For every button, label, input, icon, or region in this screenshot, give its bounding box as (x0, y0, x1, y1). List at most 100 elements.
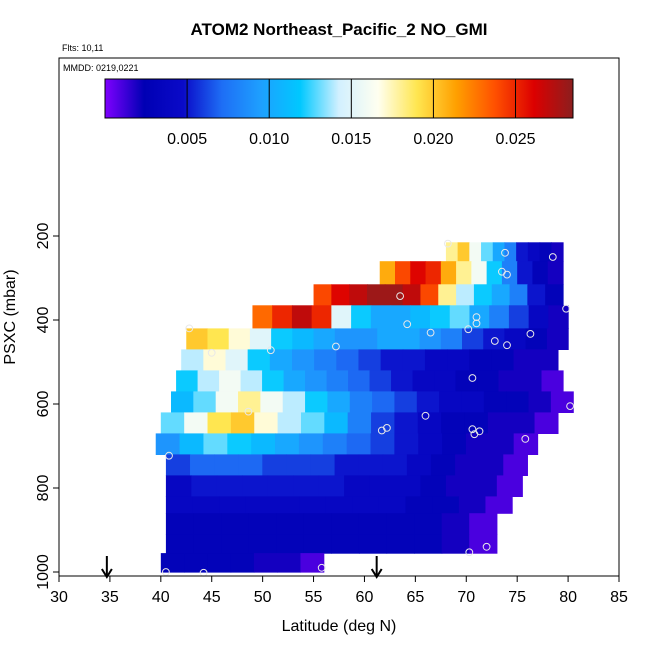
heatmap-cell (346, 433, 372, 455)
heatmap-cell (292, 328, 315, 350)
heatmap-cell (252, 305, 273, 329)
observation-point (562, 304, 570, 313)
heatmap-cell (272, 496, 300, 514)
heatmap-cell (293, 475, 320, 497)
heatmap-cell (193, 391, 217, 413)
heatmap-cell (197, 370, 220, 392)
heatmap-cell (358, 349, 382, 371)
heatmap-cell (457, 242, 470, 262)
heatmap-cell (336, 349, 360, 371)
heatmap-cell (326, 370, 349, 392)
heatmap-cell (299, 496, 327, 514)
observation-point (472, 319, 481, 328)
heatmap-cell (461, 391, 485, 413)
heatmap-cell (347, 412, 372, 434)
heatmap-cell (418, 433, 443, 455)
heatmap-cell (186, 328, 209, 350)
observation-point (482, 542, 491, 551)
heatmap-cell (379, 261, 396, 285)
x-tick-label: 60 (356, 589, 374, 606)
observation-point (244, 407, 253, 416)
heatmap-cell (181, 349, 204, 371)
heatmap-cell (447, 349, 470, 371)
heatmap-cell (179, 433, 205, 455)
latitude-markers (101, 556, 383, 579)
heatmap-cell (327, 391, 351, 413)
heatmap-cell (331, 513, 360, 535)
heatmap-cell (508, 305, 530, 329)
observation-point (444, 239, 452, 248)
heatmap-cell (160, 412, 185, 434)
heatmap-cell (483, 391, 507, 413)
heatmap-cell (348, 370, 371, 392)
heatmap-cell (441, 412, 466, 434)
observation-point (521, 435, 530, 443)
x-axis-label: Latitude (deg N) (282, 618, 397, 635)
heatmap-cell (550, 391, 574, 413)
heatmap-cell (277, 412, 302, 434)
x-tick-label: 70 (457, 589, 475, 606)
heatmap-cell (402, 284, 422, 306)
heatmap-cell (535, 349, 559, 371)
y-tick-label: 800 (35, 475, 52, 502)
heatmap-cell (473, 284, 493, 306)
heatmap-cell (441, 513, 470, 535)
heatmap-cell (331, 305, 352, 329)
heatmap-cell (492, 242, 506, 262)
observation-point (396, 292, 405, 301)
heatmap-cell (464, 412, 489, 434)
observation-point (332, 342, 340, 351)
heatmap-cell (405, 496, 433, 514)
heatmap-cell (171, 391, 194, 413)
heatmap-cell (247, 349, 271, 371)
observation-point (421, 411, 430, 420)
heatmap-cell (485, 496, 513, 514)
heatmap-cell (430, 454, 456, 476)
heatmap-cell (377, 328, 399, 350)
heatmap-cell (424, 349, 448, 371)
heatmap-cell (469, 349, 493, 371)
heatmap-cell (517, 261, 534, 285)
heatmap-cell (355, 328, 378, 350)
x-axis: 30 35 40 45 50 55 60 65 70 75 80 85 (50, 576, 628, 606)
observation-point (185, 324, 194, 333)
heatmap-cell (410, 305, 431, 329)
heatmap-cell (286, 454, 312, 476)
heatmap-cell (242, 475, 269, 497)
heatmap-cell (277, 553, 302, 573)
heatmap-cell (165, 496, 194, 514)
heatmap-cell (370, 305, 392, 329)
heatmap-cell (513, 433, 539, 455)
heatmap-cell (207, 328, 230, 350)
heatmap-cell (303, 513, 332, 535)
heatmap-cell (547, 261, 564, 285)
observation-point (266, 346, 275, 355)
heatmap-cell (216, 475, 243, 497)
heatmap-cell (449, 305, 471, 329)
heatmap-cell (395, 475, 422, 497)
observation-point (470, 430, 479, 439)
observation-point (468, 425, 477, 434)
heatmap-cell (311, 305, 332, 329)
heatmap-cell (298, 433, 324, 455)
x-tick-label: 40 (152, 589, 170, 606)
heatmap-cell (509, 284, 528, 306)
heatmap-cell (486, 261, 503, 285)
plot-frame (58, 57, 620, 577)
observation-point (503, 270, 511, 279)
heatmap-cell (548, 305, 569, 329)
heatmap-cell (394, 433, 419, 455)
heatmap-cell (551, 242, 564, 262)
observation-point (468, 374, 477, 382)
heatmap-cell (214, 454, 239, 476)
heatmap-cell (434, 370, 457, 392)
x-tick-label: 65 (406, 589, 424, 606)
heatmap-cell (282, 391, 306, 413)
observation-point (317, 563, 326, 572)
heatmap-cell (351, 305, 372, 329)
heatmap-cell (253, 553, 278, 573)
heatmap-cell (527, 242, 541, 262)
heatmap-cell (440, 328, 463, 350)
heatmap-cell (291, 349, 315, 371)
heatmap-cell (456, 284, 475, 306)
